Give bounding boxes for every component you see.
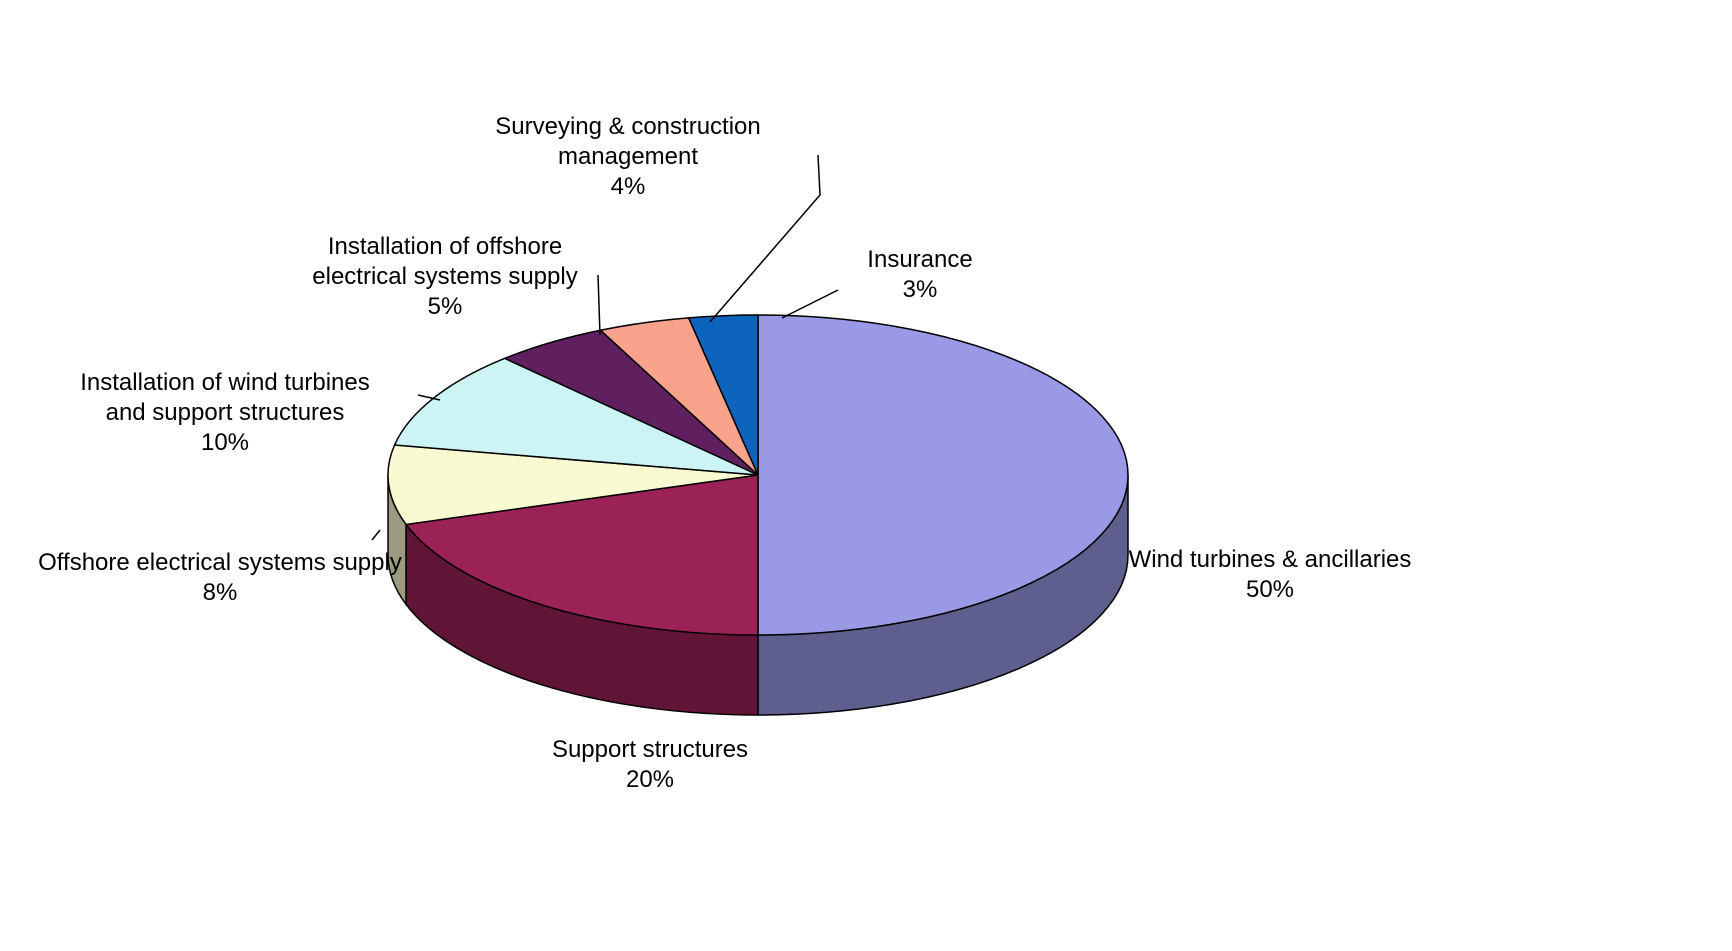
pie-chart-3d: Wind turbines & ancillaries50% Support st… bbox=[0, 0, 1732, 951]
slice-label: Insurance3% bbox=[720, 245, 1120, 305]
slice-label: Installation of wind turbinesand support… bbox=[25, 368, 425, 458]
slice-label: Installation of offshoreelectrical syste… bbox=[245, 232, 645, 322]
slice-label: Wind turbines & ancillaries50% bbox=[1070, 545, 1470, 605]
leader-line bbox=[372, 530, 380, 540]
slice-label: Surveying & constructionmanagement4% bbox=[428, 112, 828, 202]
slice-label: Support structures20% bbox=[450, 735, 850, 795]
slice-label: Offshore electrical systems supply8% bbox=[20, 548, 420, 608]
